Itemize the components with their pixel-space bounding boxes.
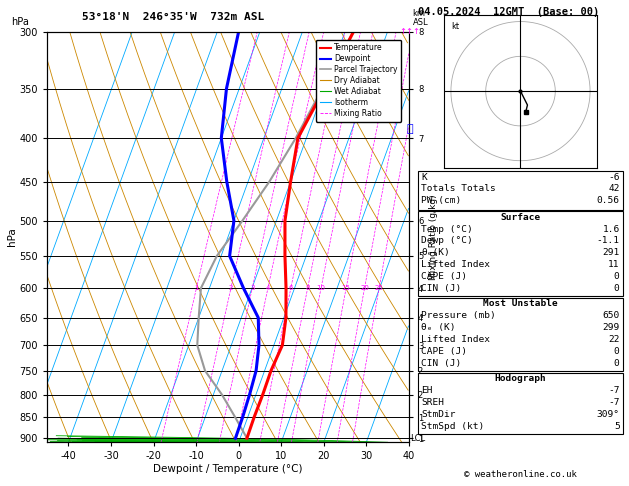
Text: hPa: hPa xyxy=(11,17,29,28)
Text: 20: 20 xyxy=(360,285,369,291)
Text: CIN (J): CIN (J) xyxy=(421,284,462,293)
Text: 0: 0 xyxy=(614,284,620,293)
Text: -7: -7 xyxy=(608,386,620,395)
Text: θₑ(K): θₑ(K) xyxy=(421,248,450,258)
Text: 3: 3 xyxy=(250,285,255,291)
Text: 0: 0 xyxy=(614,347,620,356)
Text: Dewp (°C): Dewp (°C) xyxy=(421,236,473,245)
Text: Surface: Surface xyxy=(501,212,540,222)
Text: 04.05.2024  12GMT  (Base: 00): 04.05.2024 12GMT (Base: 00) xyxy=(418,7,599,17)
Text: 299: 299 xyxy=(603,323,620,332)
Text: ↑↑↑: ↑↑↑ xyxy=(399,27,421,36)
Text: 0.56: 0.56 xyxy=(596,196,620,206)
Text: 42: 42 xyxy=(608,184,620,193)
Text: K: K xyxy=(421,173,427,182)
Text: -1.1: -1.1 xyxy=(596,236,620,245)
X-axis label: Dewpoint / Temperature (°C): Dewpoint / Temperature (°C) xyxy=(153,464,303,474)
Text: StmSpd (kt): StmSpd (kt) xyxy=(421,422,485,431)
Text: 22: 22 xyxy=(608,335,620,344)
Text: 8: 8 xyxy=(306,285,310,291)
Text: 291: 291 xyxy=(603,248,620,258)
Text: 15: 15 xyxy=(342,285,350,291)
Text: Hodograph: Hodograph xyxy=(494,374,547,383)
Text: ⥣: ⥣ xyxy=(407,124,413,134)
Text: CIN (J): CIN (J) xyxy=(421,359,462,368)
Text: PW (cm): PW (cm) xyxy=(421,196,462,206)
Text: Lifted Index: Lifted Index xyxy=(421,260,491,269)
Text: 1.6: 1.6 xyxy=(603,225,620,234)
Text: kt: kt xyxy=(451,21,459,31)
Text: 2: 2 xyxy=(229,285,233,291)
Text: 4: 4 xyxy=(265,285,270,291)
Text: 53°18'N  246°35'W  732m ASL: 53°18'N 246°35'W 732m ASL xyxy=(82,12,264,22)
Text: CAPE (J): CAPE (J) xyxy=(421,347,467,356)
Text: 11: 11 xyxy=(608,260,620,269)
Text: LCL: LCL xyxy=(410,434,425,443)
Text: 0: 0 xyxy=(614,359,620,368)
Text: 6: 6 xyxy=(289,285,293,291)
Text: θₑ (K): θₑ (K) xyxy=(421,323,456,332)
Text: © weatheronline.co.uk: © weatheronline.co.uk xyxy=(464,469,577,479)
Text: CAPE (J): CAPE (J) xyxy=(421,272,467,281)
Text: StmDir: StmDir xyxy=(421,410,456,419)
Text: Most Unstable: Most Unstable xyxy=(483,299,558,309)
Text: EH: EH xyxy=(421,386,433,395)
Text: 5: 5 xyxy=(614,422,620,431)
Text: -6: -6 xyxy=(608,173,620,182)
Text: Temp (°C): Temp (°C) xyxy=(421,225,473,234)
Y-axis label: Mixing Ratio (g/kg): Mixing Ratio (g/kg) xyxy=(429,194,438,280)
Text: 0: 0 xyxy=(614,272,620,281)
Text: -7: -7 xyxy=(608,398,620,407)
Text: Totals Totals: Totals Totals xyxy=(421,184,496,193)
Text: km
ASL: km ASL xyxy=(413,9,428,28)
Text: 1: 1 xyxy=(194,285,199,291)
Text: 10: 10 xyxy=(316,285,326,291)
Legend: Temperature, Dewpoint, Parcel Trajectory, Dry Adiabat, Wet Adiabat, Isotherm, Mi: Temperature, Dewpoint, Parcel Trajectory… xyxy=(316,39,401,121)
Text: Pressure (mb): Pressure (mb) xyxy=(421,311,496,320)
Y-axis label: hPa: hPa xyxy=(7,227,17,246)
Text: SREH: SREH xyxy=(421,398,445,407)
Text: Lifted Index: Lifted Index xyxy=(421,335,491,344)
Text: 650: 650 xyxy=(603,311,620,320)
Text: 309°: 309° xyxy=(596,410,620,419)
Text: 25: 25 xyxy=(375,285,384,291)
